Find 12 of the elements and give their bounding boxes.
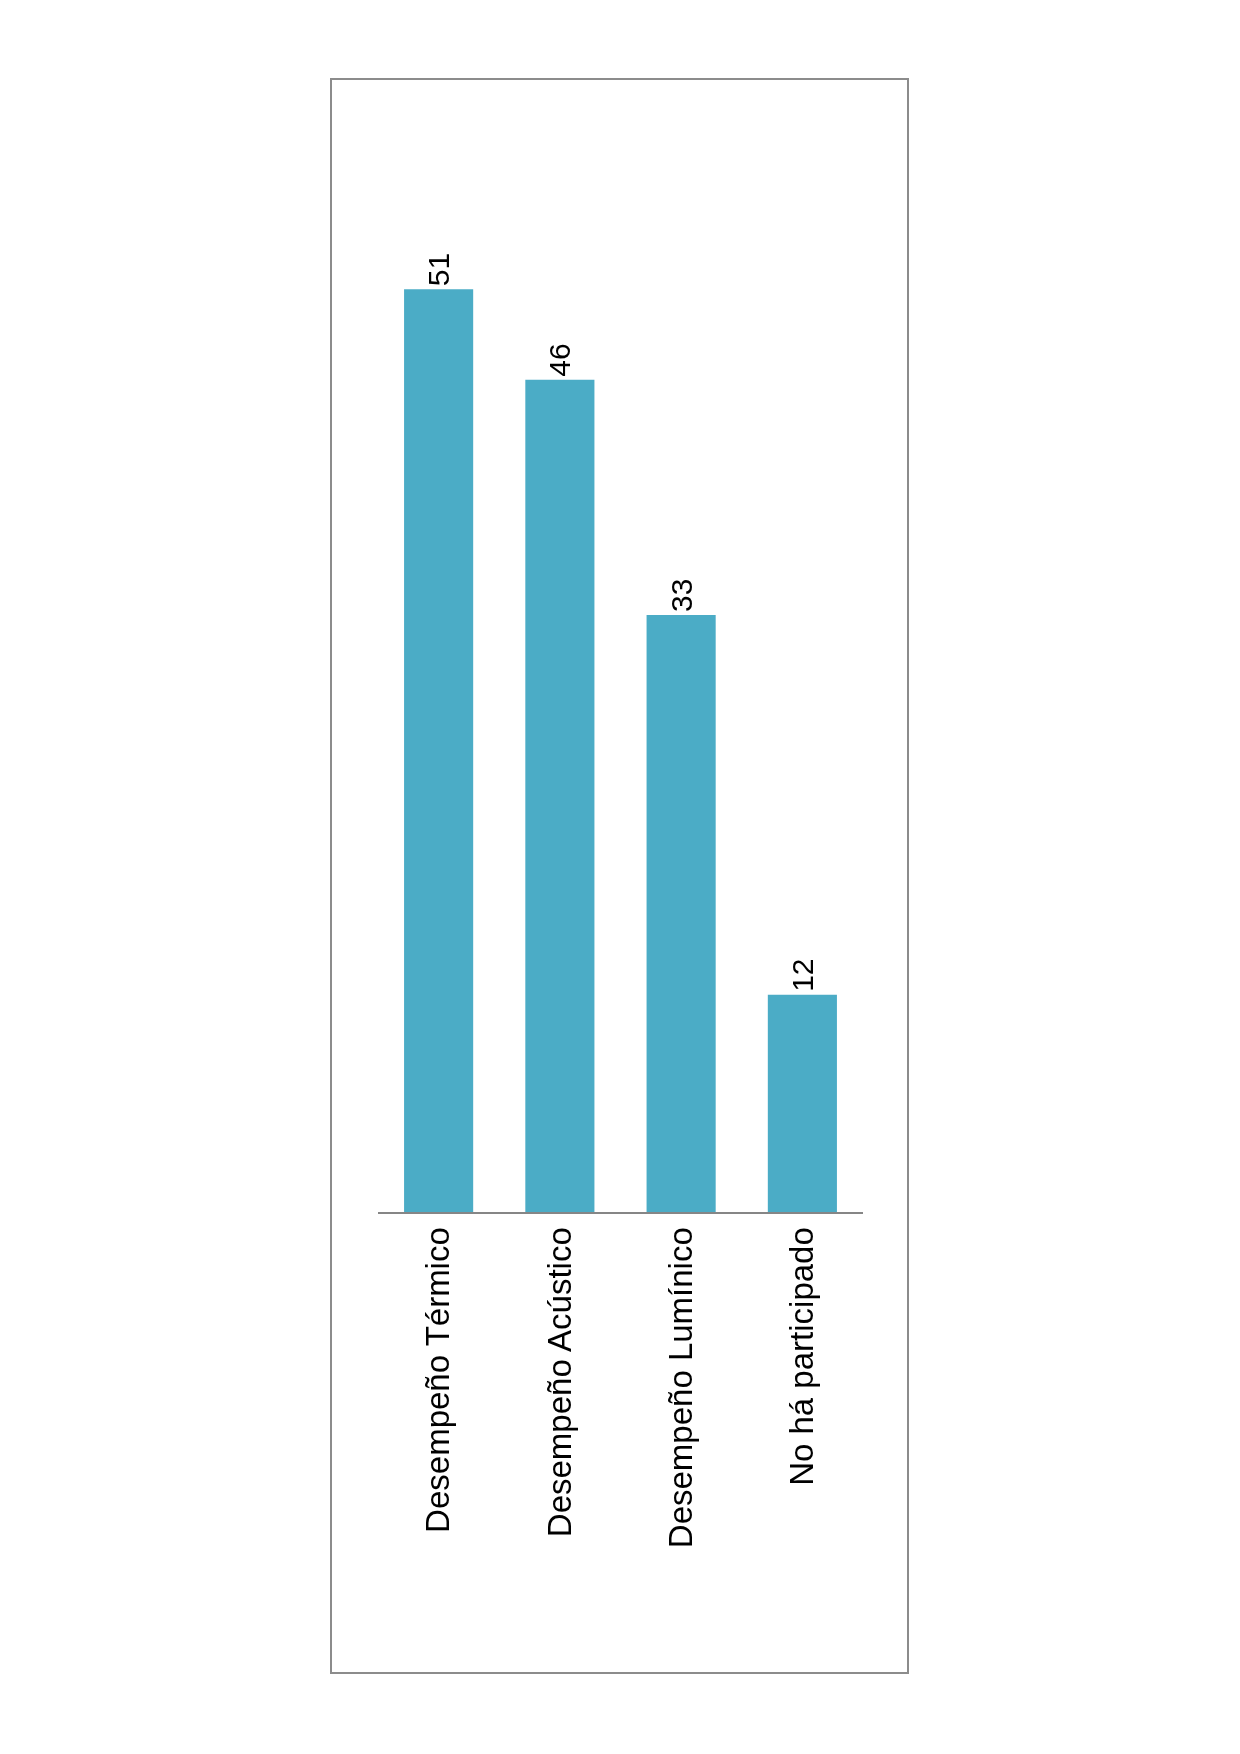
x-tick-label: Desempeño Acústico — [540, 1227, 578, 1538]
x-tick-label: Desempeño Lumínico — [661, 1227, 699, 1549]
data-label: 46 — [543, 343, 577, 377]
bar — [525, 379, 595, 1212]
data-label: 51 — [422, 252, 456, 287]
bar — [404, 289, 474, 1212]
data-label: 12 — [785, 958, 819, 992]
data-label: 33 — [664, 578, 698, 612]
bar — [767, 994, 837, 1212]
bar — [646, 614, 716, 1212]
x-tick-label: No há participado — [783, 1227, 821, 1486]
x-tick-label: Desempeño Térmico — [419, 1227, 457, 1533]
